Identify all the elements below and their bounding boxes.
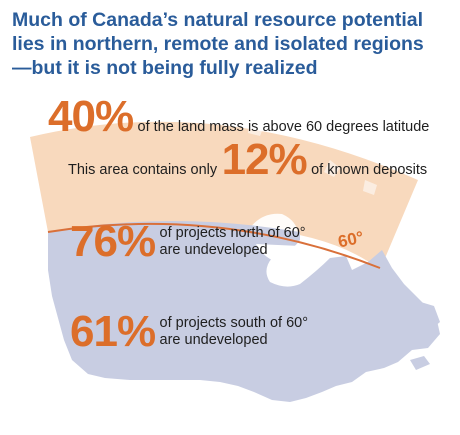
stat-north: 76% of projects north of 60° are undevel… (70, 220, 306, 264)
headline-line-3: —but it is not being fully realized (12, 57, 318, 79)
stat-north-text: of projects north of 60° are undeveloped (160, 225, 306, 259)
headline: Much of Canada’s natural resource potent… (12, 8, 452, 80)
stat-deposits-prefix: This area contains only (68, 162, 218, 178)
stat-deposits-text: of known deposits (311, 162, 428, 178)
latitude-60-line (47, 222, 381, 269)
south-region (48, 221, 440, 402)
stat-north-line-2: are undeveloped (159, 242, 268, 258)
headline-line-2: lies in northern, remote and isolated re… (12, 33, 424, 55)
stat-south-line-2: are undeveloped (159, 332, 268, 348)
stat-land-mass: 40% of the land mass is above 60 degrees… (48, 95, 429, 139)
arctic-islands (248, 120, 377, 195)
stat-land-mass-text: of the land mass is above 60 degrees lat… (137, 119, 430, 135)
east-island (410, 356, 430, 370)
stat-land-mass-value: 40% (48, 92, 134, 141)
stat-south-value: 61% (70, 307, 156, 356)
stat-deposits-value: 12% (221, 135, 308, 184)
stat-south-line-1: of projects south of 60° (159, 315, 309, 331)
stat-north-value: 76% (70, 217, 156, 266)
headline-line-1: Much of Canada’s natural resource potent… (12, 9, 424, 31)
hudson-bay-south (256, 244, 308, 283)
stat-south: 61% of projects south of 60° are undevel… (70, 310, 308, 354)
stat-deposits: This area contains only 12% of known dep… (68, 138, 427, 182)
stat-south-text: of projects south of 60° are undeveloped (160, 315, 308, 349)
stat-north-line-1: of projects north of 60° (159, 225, 306, 241)
north-region (30, 121, 418, 270)
newfoundland (412, 300, 440, 332)
